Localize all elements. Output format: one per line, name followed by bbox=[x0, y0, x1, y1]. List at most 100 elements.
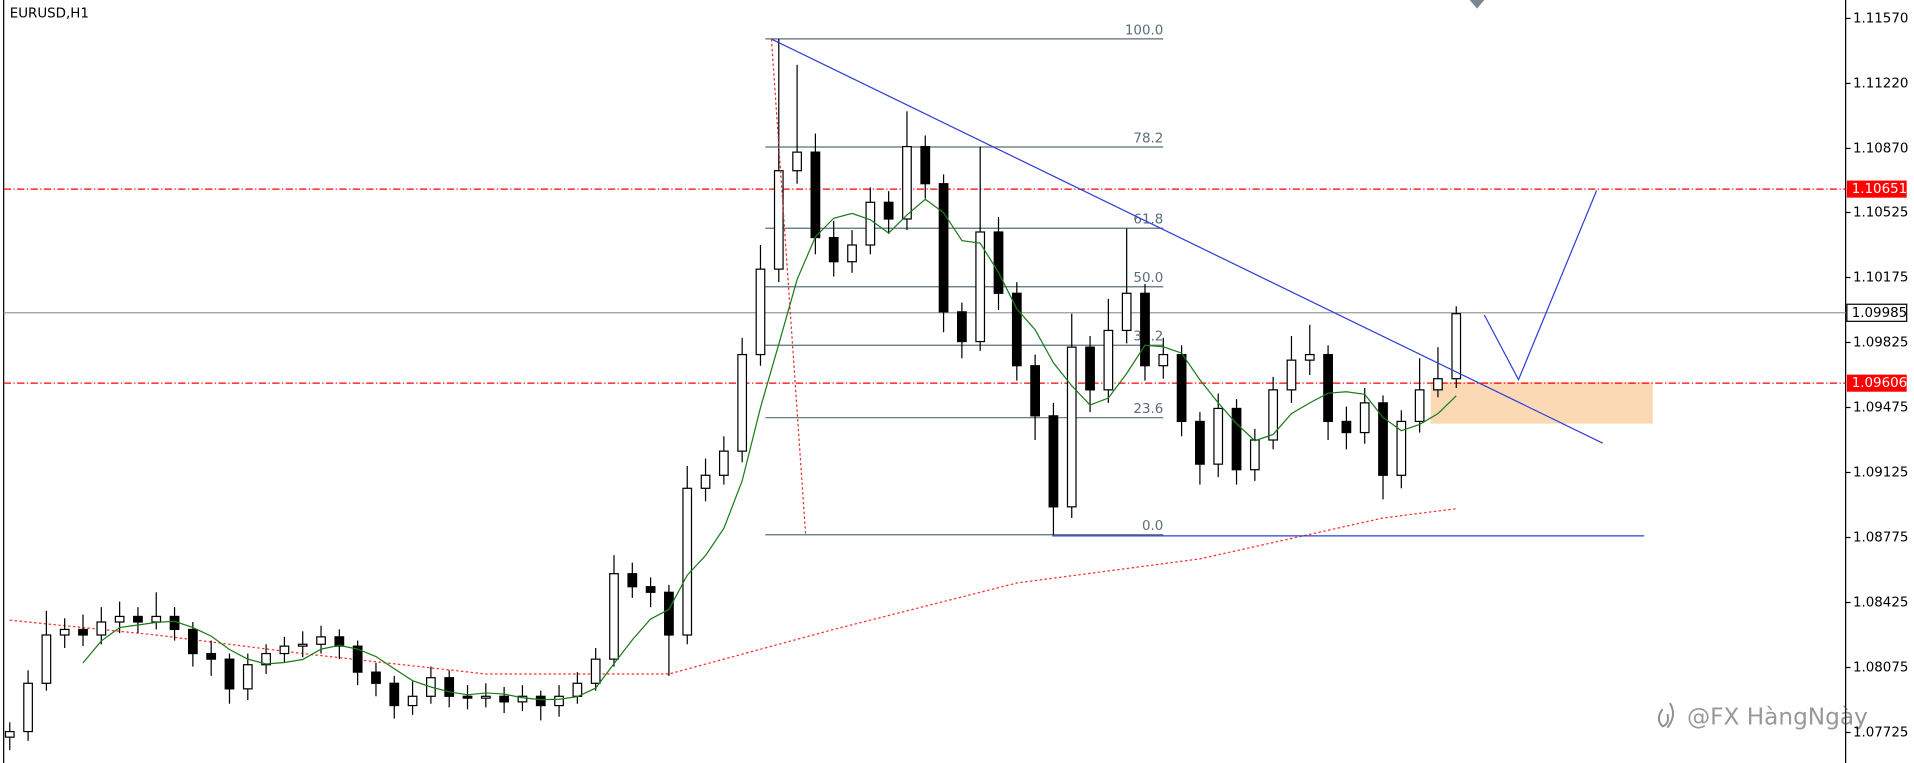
candle-body bbox=[957, 311, 967, 343]
candle-body bbox=[737, 353, 748, 452]
candle-body bbox=[187, 628, 198, 655]
candle-body bbox=[23, 682, 33, 733]
candle-body bbox=[444, 677, 455, 697]
candle-body bbox=[316, 636, 326, 645]
y-tick-label: 1.08425 bbox=[1853, 596, 1908, 611]
shift-marker bbox=[1469, 0, 1485, 9]
candle-body bbox=[1268, 389, 1279, 441]
candle-body bbox=[700, 474, 711, 489]
candle-body bbox=[41, 634, 52, 684]
candle-body bbox=[1231, 407, 1242, 471]
projection-path bbox=[1483, 190, 1598, 382]
candle-body bbox=[206, 652, 217, 660]
price-tag bbox=[1846, 303, 1908, 322]
candle-body bbox=[718, 450, 729, 476]
candle-body bbox=[352, 645, 363, 673]
y-tick-label: 1.10175 bbox=[1853, 270, 1908, 285]
y-tick-label: 1.08075 bbox=[1853, 661, 1908, 676]
y-tick-label: 1.11570 bbox=[1853, 11, 1908, 26]
candle-body bbox=[334, 636, 345, 647]
y-tick-label: 1.11220 bbox=[1853, 76, 1908, 91]
candle-body bbox=[975, 231, 986, 343]
fib-label: 23.6 bbox=[1133, 402, 1163, 417]
candle-body bbox=[462, 695, 473, 699]
candle-body bbox=[865, 201, 876, 246]
plot: 100.078.261.850.038.223.60.0 bbox=[3, 23, 1846, 751]
candle-body bbox=[1213, 407, 1224, 465]
candle-body bbox=[792, 151, 802, 172]
candle-body bbox=[279, 645, 290, 655]
candle-body bbox=[938, 183, 949, 313]
candle-body bbox=[59, 628, 70, 636]
candle-body bbox=[664, 591, 674, 636]
candle-body bbox=[1304, 353, 1315, 361]
y-tick-label: 1.10525 bbox=[1853, 205, 1908, 220]
candle-body bbox=[1359, 402, 1370, 434]
candle-body bbox=[1451, 313, 1462, 380]
slow-moving-average bbox=[9, 508, 1457, 675]
candle-body bbox=[224, 658, 235, 690]
y-tick-label: 1.08775 bbox=[1853, 531, 1908, 546]
candle-body bbox=[847, 244, 857, 263]
candle-body bbox=[297, 643, 308, 647]
price-tag-label: 1.09606 bbox=[1852, 376, 1907, 391]
candle-body bbox=[627, 573, 638, 588]
candle-body bbox=[1176, 353, 1187, 423]
trend-line bbox=[771, 38, 1603, 444]
candle-body bbox=[1249, 439, 1260, 471]
fib-label: 61.8 bbox=[1133, 213, 1163, 228]
candle-body bbox=[1158, 353, 1169, 367]
candle-body bbox=[1048, 415, 1059, 508]
y-tick-label: 1.07725 bbox=[1853, 726, 1908, 741]
candle-body bbox=[645, 586, 656, 593]
watermark-text: @FX HàngNgày bbox=[1687, 703, 1868, 730]
candle-body bbox=[78, 628, 88, 636]
candle-body bbox=[1085, 346, 1095, 391]
fib-label: 100.0 bbox=[1125, 23, 1163, 38]
candle-body bbox=[96, 621, 107, 636]
candle-body bbox=[1030, 365, 1041, 417]
candle-body bbox=[389, 682, 400, 707]
candle-body bbox=[1121, 292, 1132, 332]
candle-body bbox=[261, 652, 271, 666]
candle-body bbox=[1140, 292, 1150, 367]
candle-body bbox=[682, 487, 693, 636]
symbol-label: EURUSD,H1 bbox=[10, 6, 89, 21]
candle-body bbox=[883, 201, 894, 220]
candle-body bbox=[133, 615, 143, 623]
candle-body bbox=[1378, 402, 1388, 476]
candle-body bbox=[590, 658, 601, 684]
fib-label: 78.2 bbox=[1133, 131, 1163, 146]
y-tick-label: 1.10870 bbox=[1853, 141, 1908, 156]
candle-body bbox=[1414, 389, 1425, 423]
candle-body bbox=[755, 268, 766, 356]
candle-body bbox=[535, 695, 546, 707]
fib-label: 0.0 bbox=[1142, 519, 1163, 534]
y-tick-label: 1.09475 bbox=[1853, 401, 1908, 416]
candle-body bbox=[1011, 292, 1022, 367]
candle-body bbox=[1066, 346, 1077, 508]
candle-body bbox=[242, 664, 253, 690]
candle-body bbox=[828, 236, 839, 263]
watermark-logo bbox=[1657, 702, 1674, 729]
candle-body bbox=[1341, 420, 1352, 434]
candle-body bbox=[1433, 378, 1443, 391]
candle-body bbox=[902, 145, 912, 220]
moving-average bbox=[82, 198, 1457, 701]
price-tag bbox=[1846, 180, 1907, 198]
price-tag-label: 1.10651 bbox=[1852, 182, 1907, 197]
candle-body bbox=[810, 151, 821, 239]
candle-body bbox=[1286, 359, 1297, 391]
candle-body bbox=[480, 695, 491, 699]
candle-body bbox=[993, 231, 1004, 294]
candle-body bbox=[609, 573, 619, 660]
candle-body bbox=[517, 695, 528, 703]
fib-label: 50.0 bbox=[1133, 271, 1163, 286]
candle-body bbox=[554, 695, 564, 707]
y-tick-label: 1.09825 bbox=[1853, 336, 1908, 351]
price-tag bbox=[1846, 374, 1907, 392]
candle-body bbox=[4, 730, 15, 738]
candle-body bbox=[371, 671, 381, 684]
